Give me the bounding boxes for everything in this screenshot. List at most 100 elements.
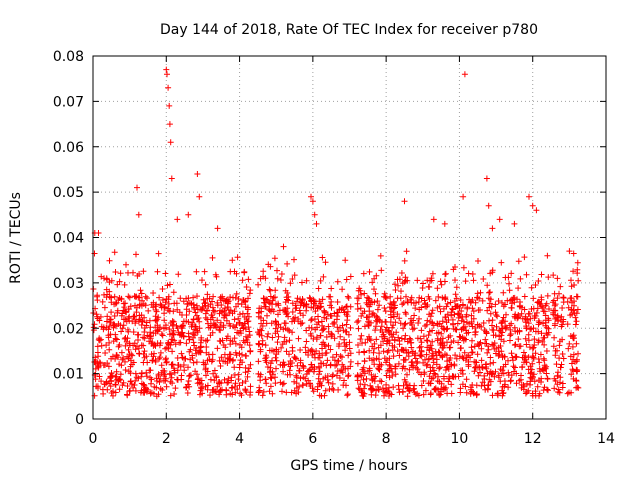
data-point bbox=[143, 385, 149, 392]
data-point bbox=[335, 358, 341, 365]
data-point bbox=[101, 275, 107, 282]
data-point bbox=[287, 363, 294, 370]
data-point bbox=[145, 307, 152, 314]
data-point bbox=[125, 315, 132, 322]
data-point bbox=[190, 301, 197, 308]
data-point bbox=[415, 299, 422, 305]
data-point bbox=[270, 294, 277, 301]
data-point bbox=[394, 276, 401, 283]
data-point bbox=[568, 277, 574, 284]
data-point bbox=[126, 388, 133, 395]
data-point bbox=[439, 294, 446, 301]
data-point bbox=[216, 310, 223, 317]
data-point bbox=[325, 323, 332, 330]
data-point bbox=[204, 291, 211, 298]
data-point bbox=[155, 371, 162, 378]
data-point bbox=[166, 121, 173, 128]
data-point bbox=[158, 331, 165, 338]
data-point bbox=[262, 275, 269, 282]
data-point bbox=[361, 290, 368, 297]
data-point bbox=[136, 302, 143, 309]
data-point bbox=[386, 367, 393, 374]
data-point bbox=[120, 322, 127, 329]
data-point bbox=[390, 313, 397, 320]
data-point bbox=[487, 354, 494, 361]
data-point bbox=[449, 305, 456, 312]
x-tick-label: 10 bbox=[451, 431, 469, 447]
data-point bbox=[193, 359, 200, 366]
data-point bbox=[515, 285, 522, 292]
data-point bbox=[339, 286, 346, 293]
data-point bbox=[334, 278, 341, 285]
data-point bbox=[383, 295, 390, 302]
data-point bbox=[103, 286, 110, 293]
data-point bbox=[108, 355, 115, 362]
data-point bbox=[423, 321, 430, 328]
data-point bbox=[401, 321, 408, 328]
data-point bbox=[266, 286, 273, 293]
data-point bbox=[361, 349, 368, 356]
data-point bbox=[391, 336, 398, 343]
data-point bbox=[450, 374, 457, 381]
data-point bbox=[287, 371, 294, 378]
data-point bbox=[382, 326, 389, 333]
y-tick-label: 0.03 bbox=[53, 276, 84, 292]
data-point bbox=[247, 392, 253, 398]
data-point bbox=[392, 287, 399, 293]
data-point bbox=[167, 139, 174, 146]
data-point bbox=[277, 277, 284, 283]
data-point bbox=[434, 304, 441, 311]
data-point bbox=[467, 354, 474, 361]
data-point bbox=[470, 389, 477, 396]
data-point bbox=[564, 390, 571, 397]
data-point bbox=[455, 303, 461, 310]
data-point bbox=[230, 323, 237, 330]
axis-ticks: 0 2 4 6 8 10 12 14 0 0.01 0.02 0.03 0.04 0.05 0.06 0.07… bbox=[53, 49, 615, 447]
data-point bbox=[161, 304, 168, 311]
data-point bbox=[485, 382, 492, 388]
data-point bbox=[386, 384, 392, 391]
data-point bbox=[468, 344, 475, 351]
data-point bbox=[131, 382, 138, 388]
data-point bbox=[123, 261, 129, 268]
data-point bbox=[570, 367, 577, 374]
data-point bbox=[467, 390, 474, 397]
data-point bbox=[430, 322, 437, 329]
data-point bbox=[492, 309, 499, 316]
data-point bbox=[328, 333, 335, 340]
data-point bbox=[513, 370, 520, 377]
data-point bbox=[564, 321, 571, 328]
data-point bbox=[436, 365, 443, 372]
y-tick-label: 0.08 bbox=[53, 49, 84, 65]
data-point bbox=[105, 363, 112, 370]
data-point bbox=[345, 295, 352, 301]
data-point bbox=[470, 308, 477, 315]
data-point bbox=[438, 380, 445, 387]
y-tick-label: 0.07 bbox=[53, 94, 84, 110]
data-point bbox=[314, 383, 321, 390]
data-point bbox=[568, 371, 575, 378]
data-point bbox=[494, 390, 501, 397]
data-point bbox=[143, 388, 150, 395]
data-point bbox=[303, 277, 310, 284]
data-point bbox=[192, 368, 199, 375]
data-point bbox=[381, 355, 388, 362]
data-point bbox=[190, 294, 197, 301]
data-point bbox=[413, 360, 420, 367]
data-point bbox=[407, 296, 414, 303]
data-point bbox=[447, 299, 454, 306]
data-point bbox=[493, 323, 500, 330]
data-point bbox=[168, 371, 174, 378]
data-point bbox=[366, 313, 373, 320]
data-point bbox=[550, 307, 557, 314]
data-point bbox=[531, 371, 537, 378]
data-point bbox=[541, 362, 548, 369]
data-point bbox=[418, 353, 425, 360]
data-point bbox=[538, 271, 545, 278]
data-point bbox=[157, 349, 164, 356]
data-point bbox=[299, 297, 306, 304]
data-point bbox=[358, 387, 365, 394]
data-point bbox=[429, 307, 436, 314]
data-point bbox=[355, 325, 362, 332]
